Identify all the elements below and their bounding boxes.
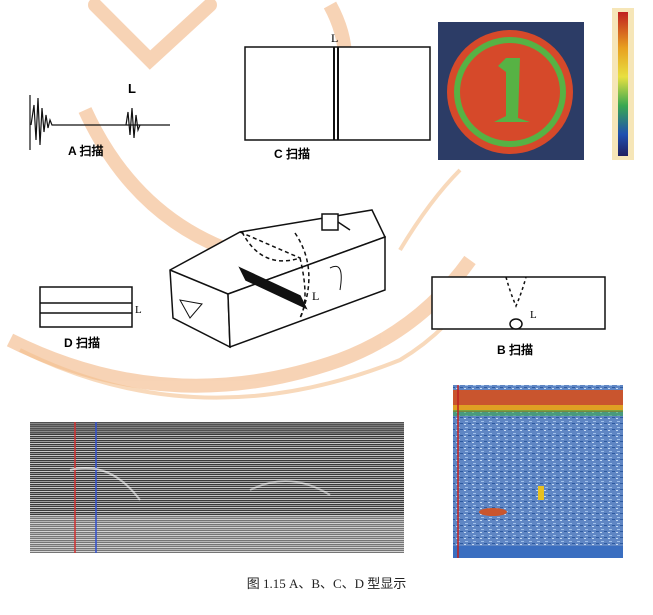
c-scan-label: C 扫描 xyxy=(274,146,310,161)
color-bscan-image xyxy=(453,385,623,558)
block-marker: L xyxy=(312,289,319,303)
coin-cscan-image xyxy=(438,22,584,160)
d-scan-label: D 扫描 xyxy=(64,335,100,350)
b-scan-label: B 扫描 xyxy=(497,342,533,357)
a-scan-waveform xyxy=(29,95,170,150)
c-scan-marker: L xyxy=(331,31,338,45)
b-scan-marker: L xyxy=(530,309,537,321)
a-scan-label: A 扫描 xyxy=(68,143,104,158)
grayscale-scan-image xyxy=(30,422,404,553)
test-block-3d xyxy=(169,209,387,349)
d-scan-marker: L xyxy=(135,304,142,316)
color-scale-bar xyxy=(612,8,634,160)
c-scan-box xyxy=(244,46,431,141)
figure-caption: 图 1.15 A、B、C、D 型显示 xyxy=(246,576,407,591)
a-scan-marker: L xyxy=(128,81,136,96)
d-scan-box xyxy=(39,286,133,328)
b-scan-box xyxy=(431,276,606,330)
